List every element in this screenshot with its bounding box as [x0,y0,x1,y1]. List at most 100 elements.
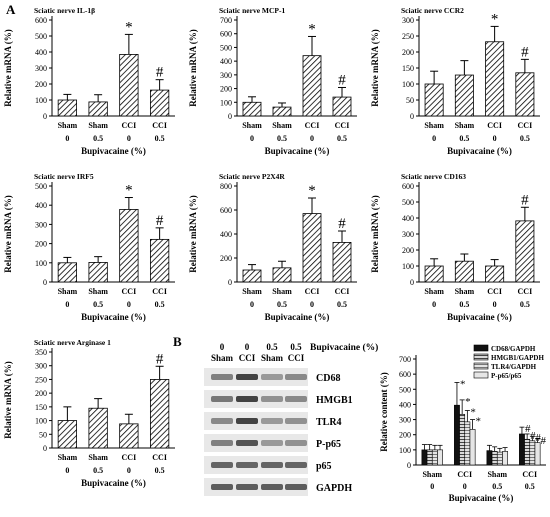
y-tick-label: 50 [39,430,47,439]
blot-band [211,484,233,490]
x-dose-label: 0.5 [525,482,535,491]
x-dose-label: 0 [250,300,254,309]
x-group-label: CCI [152,121,167,130]
legend-swatch [473,353,489,361]
y-axis-label: Relative mRNA (%) [3,195,13,272]
bar [485,41,505,117]
significance-mark: # [521,192,529,208]
x-dose-label: 0 [65,134,69,143]
bar [149,89,170,117]
y-tick-label: 0 [228,112,232,121]
blot-band [211,462,233,468]
y-tick-label: 500 [35,32,47,41]
blot-band [285,440,307,446]
y-tick-label: 200 [402,246,414,255]
legend-swatch [473,344,489,352]
blot-row-label: TLR4 [316,417,342,428]
x-group-label: Sham [455,121,475,130]
x-dose-label: 0 [432,134,436,143]
x-axis-title: Bupivacaine (%) [449,493,514,503]
x-group-label: Sham [88,287,108,296]
blot-row-label: HMGB1 [316,395,353,406]
y-tick-label: 400 [402,214,414,223]
x-dose-label: 0.5 [492,482,502,491]
x-dose-label: 0 [127,134,131,143]
blot-band [261,484,283,490]
y-tick-label: 200 [35,389,47,398]
bar [524,438,531,466]
y-tick-label: 0 [43,112,47,121]
bar [502,451,508,466]
bar [431,449,438,466]
y-tick-label: 100 [220,98,232,107]
legend-label: P-p65/p65 [491,372,522,380]
bar [519,433,525,466]
bar [57,99,78,117]
chart-title: Sciatic nerve P2X4R [219,172,285,181]
x-dose-label: 0.5 [93,300,103,309]
x-group-label: Sham [242,121,262,130]
panel-label-a: A [6,2,16,17]
legend-label: CD68/GAPDH [491,345,536,353]
y-axis-label: Relative content (%) [379,372,389,451]
y-tick-label: 50 [406,96,414,105]
significance-mark: # [521,44,529,60]
blot-band [236,374,258,380]
x-group-label: CCI [335,287,350,296]
x-axis-title: Bupivacaine (%) [447,312,512,322]
significance-mark: * [308,21,316,37]
x-dose-label: 0.5 [93,466,103,475]
chart-title: Sciatic nerve MCP-1 [219,6,285,15]
x-axis-title: Bupivacaine (%) [81,146,146,156]
bar [332,96,352,117]
significance-mark: * [308,183,316,199]
lane-dose-label: 0.5 [266,342,278,352]
blot-row-label: GAPDH [316,483,352,494]
y-tick-label: 300 [220,71,232,80]
bar [454,74,474,117]
blot-band [211,374,233,380]
y-tick-label: 0 [407,461,411,470]
chart-title: Sciatic nerve Arginase 1 [34,338,111,347]
bar [496,451,503,466]
legend-label: TLR4/GAPDH [491,363,537,371]
y-tick-label: 250 [402,32,414,41]
bar [119,423,139,449]
blot-band [261,440,283,446]
y-tick-label: 400 [35,48,47,57]
blot-band [236,396,258,402]
bar [454,404,460,466]
x-group-label: CCI [152,453,167,462]
significance-mark: * [125,183,133,199]
x-group-label: CCI [522,470,537,479]
bar [332,242,352,283]
x-dose-label: 0.5 [520,134,530,143]
x-dose-label: 0 [310,134,314,143]
chart-title: Sciatic nerve CD163 [401,172,466,181]
y-tick-label: 200 [35,80,47,89]
y-tick-label: 500 [399,385,411,394]
y-tick-label: 500 [220,43,232,52]
x-dose-label: 0 [432,300,436,309]
bar [119,54,139,117]
chart-il1b: Sciatic nerve IL-1β Relative mRNA (%) 0 100… [3,6,175,156]
bar [534,442,541,466]
x-group-label: Sham [242,287,262,296]
y-tick-label: 800 [220,182,232,191]
significance-mark: # [156,65,164,81]
y-tick-label: 100 [402,262,414,271]
significance-mark: * [460,378,466,390]
x-dose-label: 0.5 [459,134,469,143]
y-axis-label: Relative mRNA (%) [3,29,13,106]
blot-row-label: P-p65 [316,439,341,450]
y-tick-label: 350 [35,348,47,357]
y-tick-label: 100 [402,80,414,89]
blot-band [236,418,258,424]
x-dose-label: 0.5 [337,300,347,309]
x-axis-title: Bupivacaine (%) [81,478,146,488]
blot-band [285,462,307,468]
x-axis-title: Bupivacaine (%) [265,312,330,322]
bar [242,101,262,117]
bar [421,449,428,466]
